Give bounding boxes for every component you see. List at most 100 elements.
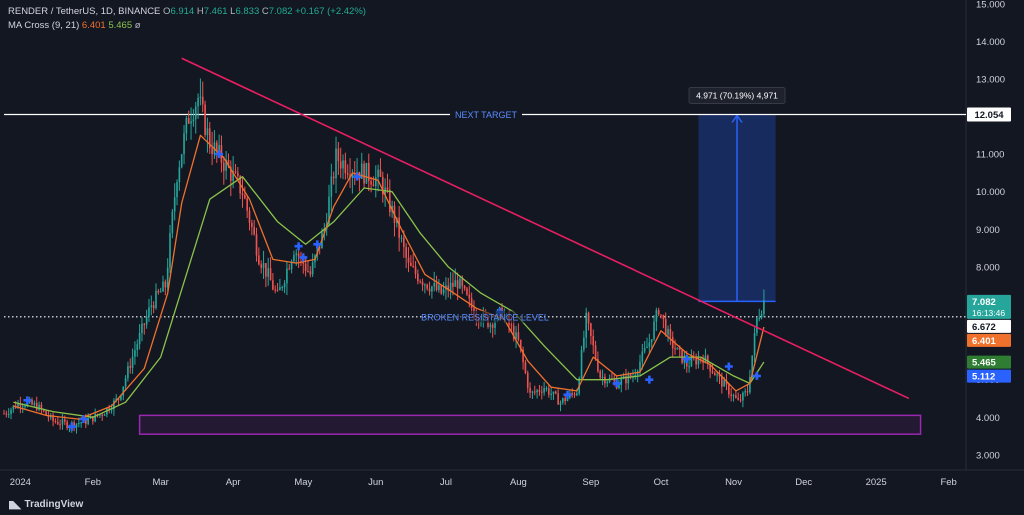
candle-body: [650, 339, 653, 343]
symbol-pair[interactable]: RENDER / TetherUS, 1D, BINANCE: [8, 6, 161, 17]
candle-body: [566, 397, 569, 401]
candle-body: [166, 267, 169, 288]
candle-body: [218, 145, 220, 151]
candle-body: [10, 409, 12, 414]
candle-body: [405, 246, 407, 258]
x-tick-label: Jun: [368, 477, 383, 488]
candle-body: [150, 305, 153, 308]
candle-body: [562, 398, 564, 403]
candle-body: [328, 196, 330, 225]
candle-body: [529, 387, 531, 393]
price-axis-label-bg: [967, 355, 1011, 369]
candle-body: [456, 280, 459, 289]
candle-body: [697, 358, 700, 365]
candle-body: [101, 414, 104, 416]
broken-resistance-label: BROKEN RESISTANCE LEVEL: [421, 312, 549, 322]
candle-body: [379, 169, 382, 177]
y-tick-label: 11.000: [976, 150, 1004, 161]
candle-body: [491, 324, 494, 328]
candle-body: [435, 283, 438, 290]
price-axis-panel: [966, 0, 1024, 470]
candle-body: [533, 391, 536, 393]
candle-body: [372, 184, 375, 187]
candle-body: [756, 318, 758, 334]
open-value: 6.914: [170, 6, 195, 17]
candle-body: [524, 362, 527, 373]
candle-body: [66, 421, 68, 429]
candle-body: [709, 363, 711, 372]
candle-body: [201, 96, 204, 105]
candle-body: [419, 281, 422, 283]
candle-body: [12, 405, 15, 410]
candle-body: [124, 378, 127, 387]
ma-cross-marker: [353, 172, 362, 181]
candle-body: [627, 374, 630, 384]
candle-body: [248, 210, 251, 223]
indicator-header: MA Cross (9, 21) 6.401 5.465 ø: [8, 20, 141, 31]
candle-body: [241, 193, 244, 195]
candle-body: [295, 253, 298, 256]
candle-body: [728, 384, 730, 395]
candle-body: [381, 176, 384, 195]
candle-body: [122, 386, 125, 396]
candle-body: [269, 268, 272, 281]
ma-fast-value: 6.401: [81, 20, 106, 31]
candle-body: [601, 376, 604, 378]
ma-cross-marker: [79, 415, 88, 424]
y-tick-label: 3.000: [976, 450, 1000, 461]
ma-cross-marker: [23, 396, 32, 405]
candle-body: [758, 317, 761, 319]
candle-body: [173, 197, 176, 212]
y-tick-label: 4.000: [976, 413, 1000, 424]
candle-body: [311, 262, 314, 275]
trendline: [181, 57, 910, 400]
candle-body: [746, 391, 749, 393]
candle-body: [342, 160, 344, 169]
candle-body: [470, 298, 473, 309]
candle-body: [115, 398, 118, 401]
candle-body: [227, 159, 230, 167]
ma-slow-line: [13, 176, 765, 418]
indicator-name[interactable]: MA Cross (9, 21): [8, 20, 80, 31]
candle-body: [110, 409, 113, 411]
candle-body: [351, 173, 354, 178]
candle-body: [35, 402, 38, 410]
candle-body: [197, 97, 199, 107]
candle-body: [152, 305, 155, 309]
ma-extra-value: ø: [134, 20, 141, 31]
candle-body: [536, 390, 538, 393]
candle-body: [461, 278, 464, 287]
candle-body: [54, 421, 57, 423]
candle-body: [143, 323, 146, 325]
candle-body: [554, 391, 557, 394]
x-tick-label: Apr: [226, 477, 241, 488]
candle-body: [564, 398, 566, 401]
candle-body: [63, 419, 66, 422]
candle-body: [293, 255, 295, 262]
candle-body: [400, 237, 403, 239]
candle-body: [559, 402, 562, 405]
candle-body: [449, 282, 452, 291]
candle-body: [538, 390, 541, 392]
tradingview-brand[interactable]: ▮◣ TradingView: [8, 498, 83, 511]
candle-body: [92, 416, 94, 422]
candle-body: [438, 285, 440, 290]
candle-body: [629, 374, 632, 378]
candle-body: [59, 424, 61, 426]
candle-body: [190, 121, 192, 124]
candle-body: [141, 323, 143, 333]
candle-body: [625, 376, 627, 384]
candle-body: [183, 133, 185, 155]
candle-body: [716, 374, 718, 376]
candle-body: [749, 377, 751, 393]
candle-body: [695, 358, 697, 365]
candle-body: [407, 257, 410, 263]
candle-body: [447, 285, 450, 291]
candle-body: [653, 321, 655, 340]
price-axis-label-bg: [967, 333, 1011, 347]
candle-body: [576, 393, 578, 396]
candle-body: [24, 406, 26, 408]
candle-body: [760, 313, 763, 318]
price-axis-label-bg: [967, 369, 1011, 383]
